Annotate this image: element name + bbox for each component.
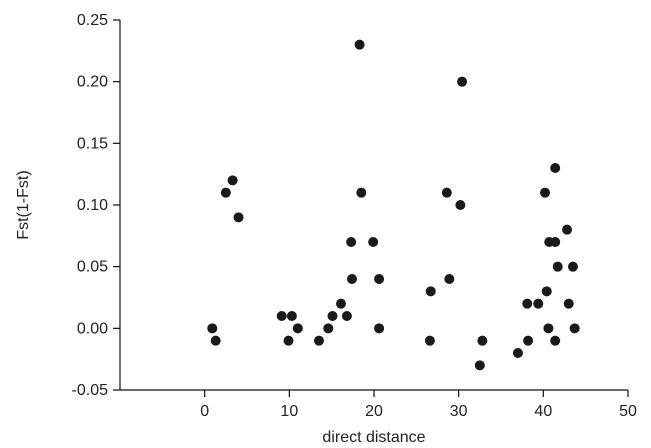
x-axis: 0 10 20 30 40 50 <box>120 389 637 420</box>
y-axis: -0.05 0.00 0.05 0.10 0.15 0.20 0.25 <box>72 12 121 399</box>
data-point <box>523 335 534 346</box>
data-points <box>207 39 580 371</box>
y-tick-label: 0.25 <box>77 12 108 29</box>
x-tick-label: 40 <box>534 403 552 420</box>
data-point <box>562 224 573 235</box>
data-point <box>233 212 244 223</box>
data-point <box>424 335 435 346</box>
data-point <box>567 261 578 272</box>
data-point <box>227 175 238 186</box>
data-point <box>457 76 468 87</box>
data-point <box>327 311 338 321</box>
data-point <box>533 298 544 309</box>
data-point <box>356 187 367 198</box>
data-point <box>341 311 352 321</box>
y-axis-title: Fst(1-Fst) <box>15 170 32 239</box>
data-point <box>522 298 533 309</box>
data-point <box>323 323 334 334</box>
y-tick-label: 0.00 <box>77 320 108 337</box>
x-tick-label: 20 <box>365 403 383 420</box>
data-point <box>569 323 580 334</box>
data-point <box>474 360 485 371</box>
data-point <box>550 163 561 173</box>
data-point <box>286 311 297 321</box>
data-point <box>313 335 324 346</box>
data-point <box>210 335 221 346</box>
data-point <box>368 237 379 247</box>
x-tick-label: 30 <box>450 403 468 420</box>
x-axis-title: direct distance <box>322 429 425 446</box>
data-point <box>477 335 488 346</box>
data-point <box>374 323 385 334</box>
data-point <box>455 200 466 210</box>
data-point <box>441 187 452 198</box>
data-point <box>346 237 357 247</box>
data-point <box>563 298 574 309</box>
data-point <box>444 274 455 284</box>
data-point <box>276 311 287 321</box>
data-point <box>207 323 218 334</box>
data-point <box>550 335 561 346</box>
data-point <box>541 286 552 297</box>
data-point <box>543 323 554 334</box>
data-point <box>425 286 436 297</box>
y-tick-label: 0.05 <box>77 259 108 276</box>
x-tick-label: 10 <box>280 403 298 420</box>
y-tick-label: 0.10 <box>77 197 108 214</box>
x-tick-label: 50 <box>619 403 637 420</box>
y-tick-label: -0.05 <box>72 382 109 399</box>
data-point <box>283 335 294 346</box>
x-tick-label: 0 <box>200 403 209 420</box>
data-point <box>220 187 231 198</box>
data-point <box>292 323 303 334</box>
data-point <box>550 237 561 247</box>
data-point <box>374 274 385 284</box>
data-point <box>346 274 357 284</box>
y-tick-label: 0.20 <box>77 74 108 91</box>
data-point <box>335 298 346 309</box>
data-point <box>552 261 563 272</box>
data-point <box>354 39 365 50</box>
data-point <box>512 348 523 358</box>
y-tick-label: 0.15 <box>77 135 108 152</box>
data-point <box>540 187 551 198</box>
